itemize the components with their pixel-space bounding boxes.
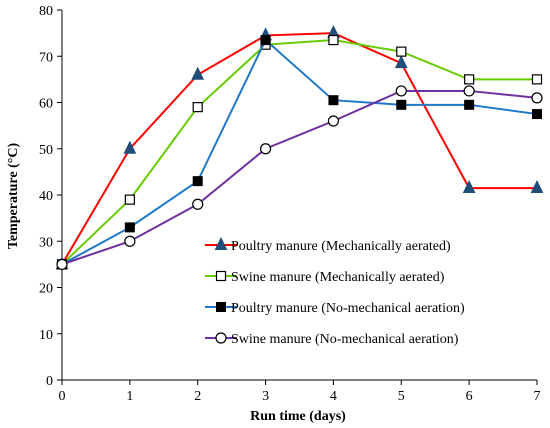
legend-label: Poultry manure (Mechanically aerated) <box>231 239 451 254</box>
marker-open-square <box>531 74 543 85</box>
x-tick-label: 7 <box>534 389 541 404</box>
legend-item-4: Swine manure (No-mechanical aeration) <box>205 332 459 347</box>
marker-open-square <box>124 194 135 205</box>
series-4 <box>56 85 543 270</box>
marker-filled-square <box>192 176 203 187</box>
x-axis-title: Run time (days) <box>250 409 346 424</box>
marker-filled-square <box>216 302 226 312</box>
marker-triangle <box>123 140 137 154</box>
x-tick-label: 2 <box>194 389 201 404</box>
marker-open-square <box>192 102 203 113</box>
marker-open-circle <box>463 85 475 97</box>
series-line <box>61 32 537 265</box>
y-tick-label: 80 <box>39 4 53 19</box>
marker-triangle <box>462 179 476 194</box>
series-line <box>61 39 537 266</box>
marker-open-square <box>215 270 227 282</box>
marker-open-square <box>464 74 475 85</box>
marker-open-square <box>396 46 407 57</box>
legend-label: Swine manure (No-mechanical aeration) <box>231 332 459 347</box>
legend-item-1: Poultry manure (Mechanically aerated) <box>205 236 451 254</box>
marker-open-square <box>328 34 339 46</box>
series-1 <box>55 25 544 270</box>
series-3 <box>57 35 542 270</box>
y-tick-label: 0 <box>46 374 53 389</box>
legend-label: Poultry manure (No-mechanical aeration) <box>231 301 465 316</box>
x-tick-label: 3 <box>262 389 269 404</box>
marker-open-circle <box>56 258 68 270</box>
legend-item-2: Swine manure (Mechanically aerated) <box>205 270 445 285</box>
y-axis-title: Temperature (°C) <box>6 143 21 250</box>
marker-filled-square <box>532 109 542 120</box>
x-tick-label: 1 <box>126 389 133 404</box>
y-tick-label: 10 <box>39 328 53 343</box>
chart-series <box>55 25 544 270</box>
marker-triangle <box>214 236 228 250</box>
marker-filled-square <box>464 99 475 110</box>
marker-filled-square <box>124 222 135 233</box>
marker-open-circle <box>259 143 272 155</box>
legend-item-3: Poultry manure (No-mechanical aeration) <box>205 301 465 316</box>
y-tick-label: 30 <box>39 235 53 250</box>
chart-legend: Poultry manure (Mechanically aerated) Swi… <box>205 236 465 347</box>
y-tick-label: 20 <box>39 282 53 297</box>
marker-filled-square <box>260 35 271 46</box>
marker-filled-square <box>396 99 407 110</box>
chart-axes <box>57 9 538 385</box>
x-tick-label: 6 <box>466 389 473 404</box>
y-tick-label: 40 <box>39 189 53 204</box>
y-tick-label: 70 <box>39 50 53 65</box>
marker-open-circle <box>531 92 543 104</box>
marker-open-circle <box>327 115 340 127</box>
y-tick-label: 60 <box>39 97 53 112</box>
y-tick-label: 50 <box>39 143 53 158</box>
x-tick-label: 0 <box>59 389 66 404</box>
series-line <box>61 38 538 266</box>
marker-open-circle <box>192 198 204 210</box>
marker-filled-square <box>328 95 339 106</box>
x-tick-label: 4 <box>330 389 337 404</box>
marker-open-circle <box>215 332 227 344</box>
marker-triangle <box>394 55 408 69</box>
series-line <box>61 89 538 266</box>
x-tick-label: 5 <box>398 389 405 404</box>
marker-triangle <box>530 179 544 194</box>
legend-label: Swine manure (Mechanically aerated) <box>231 270 445 285</box>
marker-triangle <box>191 66 205 80</box>
marker-open-circle <box>124 235 136 247</box>
chart-tick-labels: 0 10 20 30 40 50 60 70 80 0 1 2 3 4 5 6 7 <box>39 4 541 404</box>
marker-open-circle <box>395 85 407 97</box>
